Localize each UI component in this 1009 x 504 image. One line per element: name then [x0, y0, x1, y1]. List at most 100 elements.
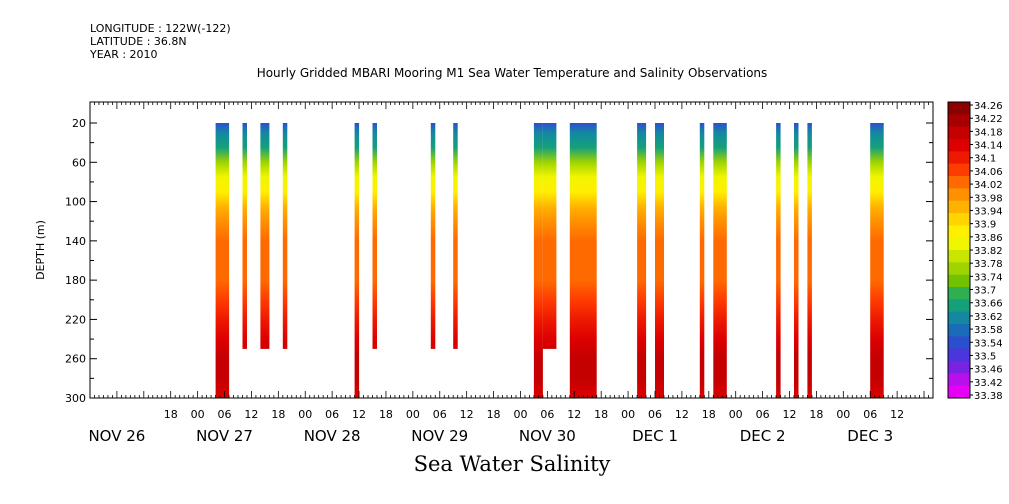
- colorbar-label: 34.06: [974, 167, 1003, 178]
- metadata-block: LONGITUDE : 122W(-122) LATITUDE : 36.8N …: [90, 22, 231, 61]
- x-day-label: NOV 27: [196, 427, 253, 445]
- data-segment-0: [215, 123, 230, 398]
- colorbar-label: 33.98: [974, 193, 1003, 204]
- x-tick-label: 12: [890, 408, 904, 421]
- y-tick-label: 100: [65, 196, 86, 209]
- colorbar-swatch: [948, 348, 970, 362]
- data-segment-3: [282, 123, 288, 349]
- colorbar-label: 34.14: [974, 141, 1003, 152]
- colorbar-swatch: [948, 225, 970, 239]
- x-tick-label: 18: [271, 408, 285, 421]
- colorbar-swatch: [948, 102, 970, 115]
- x-tick-label: 12: [567, 408, 581, 421]
- x-tick-label: 18: [809, 408, 823, 421]
- x-tick-label: 12: [460, 408, 474, 421]
- colorbar-label: 34.22: [974, 114, 1003, 125]
- data-segment-15: [776, 123, 781, 398]
- colorbar-label: 33.62: [974, 312, 1003, 323]
- y-tick-label: 300: [65, 392, 86, 405]
- colorbar: 34.26 34.22 34.18 34.14 34.1 34.06 34.02 33.98 3…: [947, 101, 1003, 402]
- data-segment-9: [542, 123, 557, 349]
- colorbar-swatch: [948, 373, 970, 387]
- y-tick-label: 140: [65, 235, 86, 248]
- colorbar-swatch: [948, 151, 970, 165]
- data-segment-18: [870, 123, 884, 398]
- colorbar-label: 34.02: [974, 180, 1003, 191]
- colorbar-swatch: [948, 213, 970, 226]
- colorbar-label: 33.54: [974, 338, 1003, 349]
- colorbar-label: 33.7: [974, 286, 996, 297]
- x-tick-label: 00: [729, 408, 743, 421]
- colorbar-swatch: [948, 114, 970, 128]
- data-segment-6: [430, 123, 436, 349]
- x-tick-label: 12: [783, 408, 797, 421]
- x-tick-label: 18: [594, 408, 608, 421]
- x-day-label: DEC 3: [847, 427, 893, 445]
- colorbar-swatch: [948, 200, 970, 214]
- x-day-label: DEC 1: [632, 427, 678, 445]
- data-segment-10: [569, 123, 597, 398]
- colorbar-swatch: [948, 262, 970, 276]
- y-axis-label: DEPTH (m): [34, 220, 47, 280]
- y-axis: 20 60 100 140 180 220 260 300 DEPTH (m): [34, 117, 933, 405]
- x-tick-label: 00: [406, 408, 420, 421]
- colorbar-label: 33.82: [974, 246, 1003, 257]
- x-tick-label: 00: [191, 408, 205, 421]
- x-tick-label: 18: [702, 408, 716, 421]
- x-tick-label: 00: [836, 408, 850, 421]
- colorbar-swatch: [948, 287, 970, 300]
- data-segment-17: [807, 123, 812, 398]
- y-tick-label: 180: [65, 274, 86, 287]
- colorbar-swatch: [948, 250, 970, 263]
- colorbar-swatch: [948, 176, 970, 189]
- data-segment-1: [242, 123, 247, 349]
- x-tick-label: 00: [513, 408, 527, 421]
- x-tick-label: 18: [379, 408, 393, 421]
- latitude-label: LATITUDE : 36.8N: [90, 35, 187, 48]
- x-tick-label: 12: [675, 408, 689, 421]
- x-tick-label: 18: [164, 408, 178, 421]
- x-tick-label: 06: [218, 408, 232, 421]
- colorbar-label: 33.46: [974, 365, 1003, 376]
- bottom-title: Sea Water Salinity: [413, 452, 611, 476]
- data-segment-13: [699, 123, 705, 398]
- colorbar-label: 34.1: [974, 154, 996, 165]
- colorbar-swatch: [948, 336, 970, 350]
- x-tick-label: 06: [863, 408, 877, 421]
- chart-title: Hourly Gridded MBARI Mooring M1 Sea Wate…: [256, 66, 768, 80]
- x-tick-label: 06: [648, 408, 662, 421]
- x-tick-label: 06: [540, 408, 554, 421]
- data-segment-16: [794, 123, 799, 398]
- colorbar-label: 33.42: [974, 378, 1003, 389]
- data-segments: [215, 123, 884, 398]
- x-day-label: NOV 28: [304, 427, 361, 445]
- data-segment-12: [655, 123, 664, 398]
- colorbar-label: 33.78: [974, 259, 1003, 270]
- data-segment-8: [533, 123, 543, 398]
- y-tick-label: 60: [72, 156, 86, 169]
- colorbar-label: 33.74: [974, 272, 1003, 283]
- colorbar-swatch: [948, 361, 970, 374]
- longitude-label: LONGITUDE : 122W(-122): [90, 22, 231, 35]
- y-tick-label: 220: [65, 313, 86, 326]
- x-tick-label: 12: [244, 408, 258, 421]
- y-tick-label: 260: [65, 353, 86, 366]
- colorbar-swatch: [948, 324, 970, 337]
- colorbar-label: 33.38: [974, 391, 1003, 402]
- colorbar-swatch: [948, 126, 970, 140]
- colorbar-swatch: [948, 237, 970, 251]
- data-segment-2: [260, 123, 270, 349]
- data-segment-7: [453, 123, 458, 349]
- x-day-label: NOV 30: [519, 427, 576, 445]
- colorbar-swatch: [948, 385, 970, 399]
- x-tick-label: 18: [487, 408, 501, 421]
- x-tick-label: 00: [298, 408, 312, 421]
- colorbar-swatch: [948, 274, 970, 288]
- colorbar-swatch: [948, 139, 970, 152]
- x-day-label: NOV 29: [411, 427, 468, 445]
- colorbar-label: 33.58: [974, 325, 1003, 336]
- colorbar-swatch: [948, 188, 970, 202]
- x-tick-label: 06: [325, 408, 339, 421]
- data-segment-4: [354, 123, 360, 398]
- x-day-label: DEC 2: [740, 427, 786, 445]
